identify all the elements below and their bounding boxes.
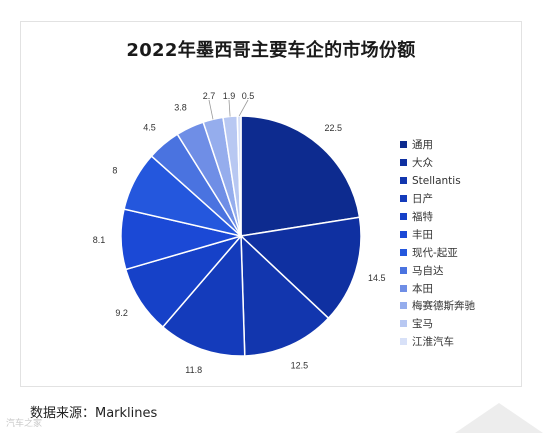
legend-item: 日产 <box>400 190 475 208</box>
data-label: 0.5 <box>242 91 255 101</box>
legend-swatch <box>400 302 407 310</box>
leader-line <box>238 99 249 117</box>
pie-slice <box>240 115 361 237</box>
legend-swatch <box>400 230 407 238</box>
chart-title: 2022年墨西哥主要车企的市场份额 <box>126 40 416 61</box>
data-label: 22.5 <box>324 123 342 133</box>
legend-label: 梅赛德斯奔驰 <box>412 300 475 313</box>
data-label: 14.5 <box>368 273 386 283</box>
pie-slice <box>161 234 246 357</box>
legend-label: 江淮汽车 <box>412 336 454 349</box>
legend-item: 大众 <box>400 154 475 172</box>
data-label: 9.2 <box>115 308 128 318</box>
legend-item: 现代-起亚 <box>400 243 475 261</box>
legend-swatch <box>400 195 407 203</box>
leader-line <box>228 99 231 117</box>
legend-label: 通用 <box>412 139 433 152</box>
data-label: 12.5 <box>291 360 309 370</box>
data-label: 11.8 <box>185 365 202 375</box>
legend-label: 马自达 <box>412 264 444 277</box>
legend-item: 本田 <box>400 279 475 297</box>
legend-item: 马自达 <box>400 261 475 279</box>
legend-item: 丰田 <box>400 225 475 243</box>
legend-label: 福特 <box>412 211 433 223</box>
corner-decoration <box>455 403 543 433</box>
watermark: 汽车之家 <box>6 419 43 429</box>
legend-swatch <box>400 248 407 256</box>
legend-swatch <box>400 320 407 328</box>
legend-item: 福特 <box>400 208 475 226</box>
data-label: 4.5 <box>143 122 156 132</box>
legend-swatch <box>400 177 407 185</box>
chart-legend: 通用大众 Stellantis 日产福特丰田现代-起亚马自达本田梅赛德斯奔驰 宝马江淮… <box>400 136 475 351</box>
data-label: 1.9 <box>223 91 236 101</box>
legend-swatch <box>400 213 407 220</box>
legend-item: Stellantis <box>400 172 475 190</box>
pie-slice <box>239 216 362 320</box>
legend-item: 江淮汽车 <box>400 333 475 351</box>
pie-slice <box>240 234 330 357</box>
leader-line <box>208 99 214 120</box>
legend-label: 现代-起亚 <box>412 246 458 259</box>
legend-item: 梅赛德斯奔驰 <box>400 297 475 315</box>
legend-label: 丰田 <box>412 228 433 241</box>
data-label: 8 <box>112 166 117 176</box>
legend-swatch <box>400 284 407 292</box>
data-source: 数据来源：Marklines <box>30 406 158 421</box>
legend-label: 日产 <box>412 193 433 206</box>
data-label: 3.8 <box>174 103 187 113</box>
data-label: 2.7 <box>203 91 216 101</box>
legend-item: 通用 <box>400 136 475 154</box>
legend-swatch <box>400 141 407 149</box>
legend-label: 本田 <box>412 282 433 295</box>
legend-swatch <box>400 159 407 167</box>
legend-swatch <box>400 266 407 274</box>
legend-item: 宝马 <box>400 315 475 333</box>
legend-label: 大众 <box>412 157 433 170</box>
data-label: 8.1 <box>93 235 106 245</box>
legend-swatch <box>400 338 407 346</box>
legend-label: 宝马 <box>412 318 433 331</box>
legend-label: Stellantis <box>412 174 461 187</box>
